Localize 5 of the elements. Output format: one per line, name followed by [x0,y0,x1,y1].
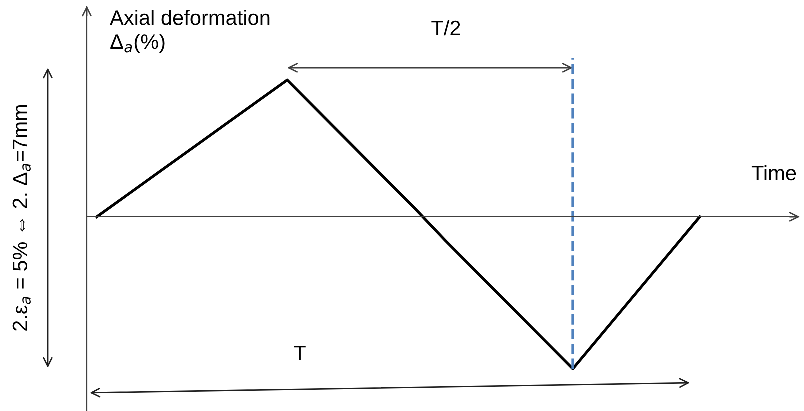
annotation: T [294,346,306,360]
text: 2.ε$_{a}$ = 5% ⇔ 2. Δ$_{a}$=7mm [12,105,31,331]
text: T/2 [432,20,460,36]
y-axis-title: Axial deformation Δ$_{a}$(%) [110,10,270,54]
x-axis-title: Time [752,165,796,181]
